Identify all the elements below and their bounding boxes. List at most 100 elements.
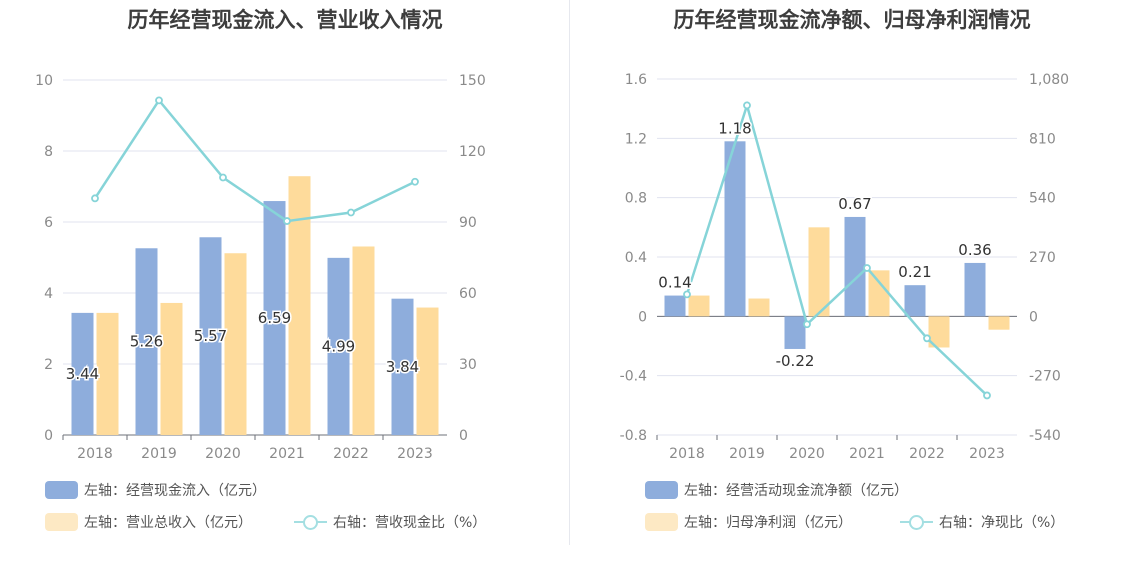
legend-item-ratio[interactable]: 右轴：营收现金比（%） bbox=[294, 512, 486, 532]
x-tick-label: 2022 bbox=[909, 446, 945, 462]
bar-2018-series-2 bbox=[688, 295, 710, 317]
data-label-2022: 4.99 bbox=[322, 337, 355, 355]
legend-label: 右轴：净现比（%） bbox=[939, 515, 1065, 531]
y-left-tick-label: -0.8 bbox=[620, 428, 647, 444]
bar-2022-series-2 bbox=[352, 246, 375, 435]
x-tick-label: 2020 bbox=[205, 446, 241, 462]
data-label-2021: 0.67 bbox=[838, 195, 871, 213]
legend-item-net-profit[interactable]: 左轴：归母净利润（亿元） bbox=[645, 512, 852, 532]
line-point-2019 bbox=[155, 96, 163, 105]
bar-2023-series-2 bbox=[988, 316, 1010, 330]
y-right-tick-label: 270 bbox=[1029, 250, 1056, 266]
y-right-tick-label: 150 bbox=[459, 73, 486, 89]
y-left-tick-label: 2 bbox=[44, 357, 53, 373]
line-point-2022 bbox=[923, 334, 931, 343]
x-tick-label: 2021 bbox=[849, 446, 885, 462]
ratio-line bbox=[93, 98, 416, 223]
bar-2020-series-2 bbox=[224, 253, 247, 435]
y-left-tick-label: 0 bbox=[638, 309, 647, 325]
chart-plot-left: 0 0 2 30 4 60 6 90 8 120 10 150 2018 2019 2020 2021 2022… bbox=[35, 73, 486, 462]
legend-label: 左轴：经营现金流入（亿元） bbox=[84, 483, 266, 499]
bar-2020-series-2 bbox=[808, 227, 830, 317]
panel-divider bbox=[569, 0, 570, 545]
bar-2023-series-2 bbox=[416, 307, 439, 435]
x-tick-label: 2019 bbox=[729, 446, 765, 462]
legend-item-cash-inflow[interactable]: 左轴：经营现金流入（亿元） bbox=[45, 480, 266, 500]
bar-2023-series-1 bbox=[391, 298, 414, 435]
y-left-tick-label: 0.8 bbox=[625, 191, 647, 207]
line-point-2020 bbox=[219, 173, 227, 182]
bar-2019-series-1 bbox=[724, 141, 746, 317]
y-left-tick-label: -0.4 bbox=[620, 369, 647, 385]
data-label-2018: 0.14 bbox=[658, 274, 691, 292]
legend-item-net-cash-ratio[interactable]: 右轴：净现比（%） bbox=[900, 512, 1064, 532]
legend-swatch bbox=[645, 513, 678, 531]
y-right-tick-label: 60 bbox=[459, 286, 477, 302]
y-left-tick-label: 1.2 bbox=[625, 131, 647, 147]
x-tick-label: 2018 bbox=[77, 446, 113, 462]
line-point-2018 bbox=[91, 194, 99, 203]
line-point-2020 bbox=[803, 320, 811, 329]
data-label-2020: -0.22 bbox=[776, 352, 815, 370]
y-right-tick-label: 540 bbox=[1029, 191, 1056, 207]
legend-swatch bbox=[45, 513, 78, 531]
legend-swatch bbox=[45, 481, 78, 499]
legend-label: 左轴：经营活动现金流净额（亿元） bbox=[684, 483, 908, 499]
line-point-2021 bbox=[863, 264, 871, 272]
bar-2019-series-2 bbox=[748, 298, 770, 317]
line-point-2021 bbox=[283, 217, 291, 225]
legend-swatch bbox=[645, 481, 678, 499]
y-right-tick-label: 90 bbox=[459, 215, 477, 231]
line-point-2019 bbox=[743, 101, 751, 110]
x-tick-label: 2023 bbox=[397, 446, 433, 462]
y-left-tick-label: 0 bbox=[44, 428, 53, 444]
x-tick-label: 2022 bbox=[333, 446, 369, 462]
data-label-2020: 5.57 bbox=[194, 327, 227, 345]
bar-2021-series-1 bbox=[844, 216, 866, 317]
x-tick-label: 2020 bbox=[789, 446, 825, 462]
legend-item-net-cashflow[interactable]: 左轴：经营活动现金流净额（亿元） bbox=[645, 480, 908, 500]
y-right-tick-label: -270 bbox=[1029, 369, 1061, 385]
x-tick-label: 2018 bbox=[669, 446, 705, 462]
bar-2020-series-1 bbox=[784, 316, 806, 349]
y-left-tick-label: 4 bbox=[44, 286, 53, 302]
bar-2023-series-1 bbox=[964, 262, 986, 317]
chart-title: 历年经营现金流净额、归母净利润情况 bbox=[673, 8, 1031, 32]
line-point-2023 bbox=[983, 391, 991, 400]
bar-2019-series-1 bbox=[135, 248, 158, 435]
bar-2021-series-1 bbox=[263, 201, 286, 435]
data-label-2019: 5.26 bbox=[130, 333, 163, 351]
y-right-tick-label: 1,080 bbox=[1029, 72, 1069, 88]
line-point-2018 bbox=[683, 290, 691, 299]
y-left-tick-label: 1.6 bbox=[625, 72, 647, 88]
y-right-tick-label: 810 bbox=[1029, 131, 1056, 147]
data-label-2022: 0.21 bbox=[898, 263, 931, 281]
bar-2021-series-2 bbox=[288, 176, 311, 435]
chart-panel-right: 历年经营现金流净额、归母净利润情况 -0.8 -540 -0.4 -270 0 0 0.4 2… bbox=[570, 0, 1134, 582]
bar-2018-series-2 bbox=[96, 312, 119, 435]
bar-2018-series-1 bbox=[664, 295, 686, 317]
legend-line-swatch bbox=[900, 513, 933, 531]
y-left-tick-label: 0.4 bbox=[625, 250, 647, 266]
data-label-2021: 6.59 bbox=[258, 309, 291, 327]
line-point-2023 bbox=[411, 177, 419, 186]
bar-2020-series-1 bbox=[199, 237, 222, 435]
y-left-tick-label: 6 bbox=[44, 215, 53, 231]
bar-2022-series-2 bbox=[928, 316, 950, 348]
bar-2022-series-1 bbox=[904, 285, 926, 317]
bar-2019-series-2 bbox=[160, 302, 183, 435]
legend-label: 右轴：营收现金比（%） bbox=[333, 515, 487, 531]
y-right-tick-label: 0 bbox=[459, 428, 468, 444]
data-label-2019: 1.18 bbox=[718, 119, 751, 137]
chart-plot-right: -0.8 -540 -0.4 -270 0 0 0.4 270 0.8 540 1.2 810 1.6 1… bbox=[620, 72, 1069, 462]
x-tick-label: 2021 bbox=[269, 446, 305, 462]
y-right-tick-label: -540 bbox=[1029, 428, 1061, 444]
y-right-tick-label: 30 bbox=[459, 357, 477, 373]
data-label-2023: 0.36 bbox=[958, 241, 991, 259]
legend-item-revenue[interactable]: 左轴：营业总收入（亿元） bbox=[45, 512, 252, 532]
y-right-tick-label: 0 bbox=[1029, 309, 1038, 325]
legend-label: 左轴：归母净利润（亿元） bbox=[684, 515, 852, 531]
legend-label: 左轴：营业总收入（亿元） bbox=[84, 515, 252, 531]
bar-2018-series-1 bbox=[71, 312, 94, 435]
legend-line-swatch bbox=[294, 513, 327, 531]
